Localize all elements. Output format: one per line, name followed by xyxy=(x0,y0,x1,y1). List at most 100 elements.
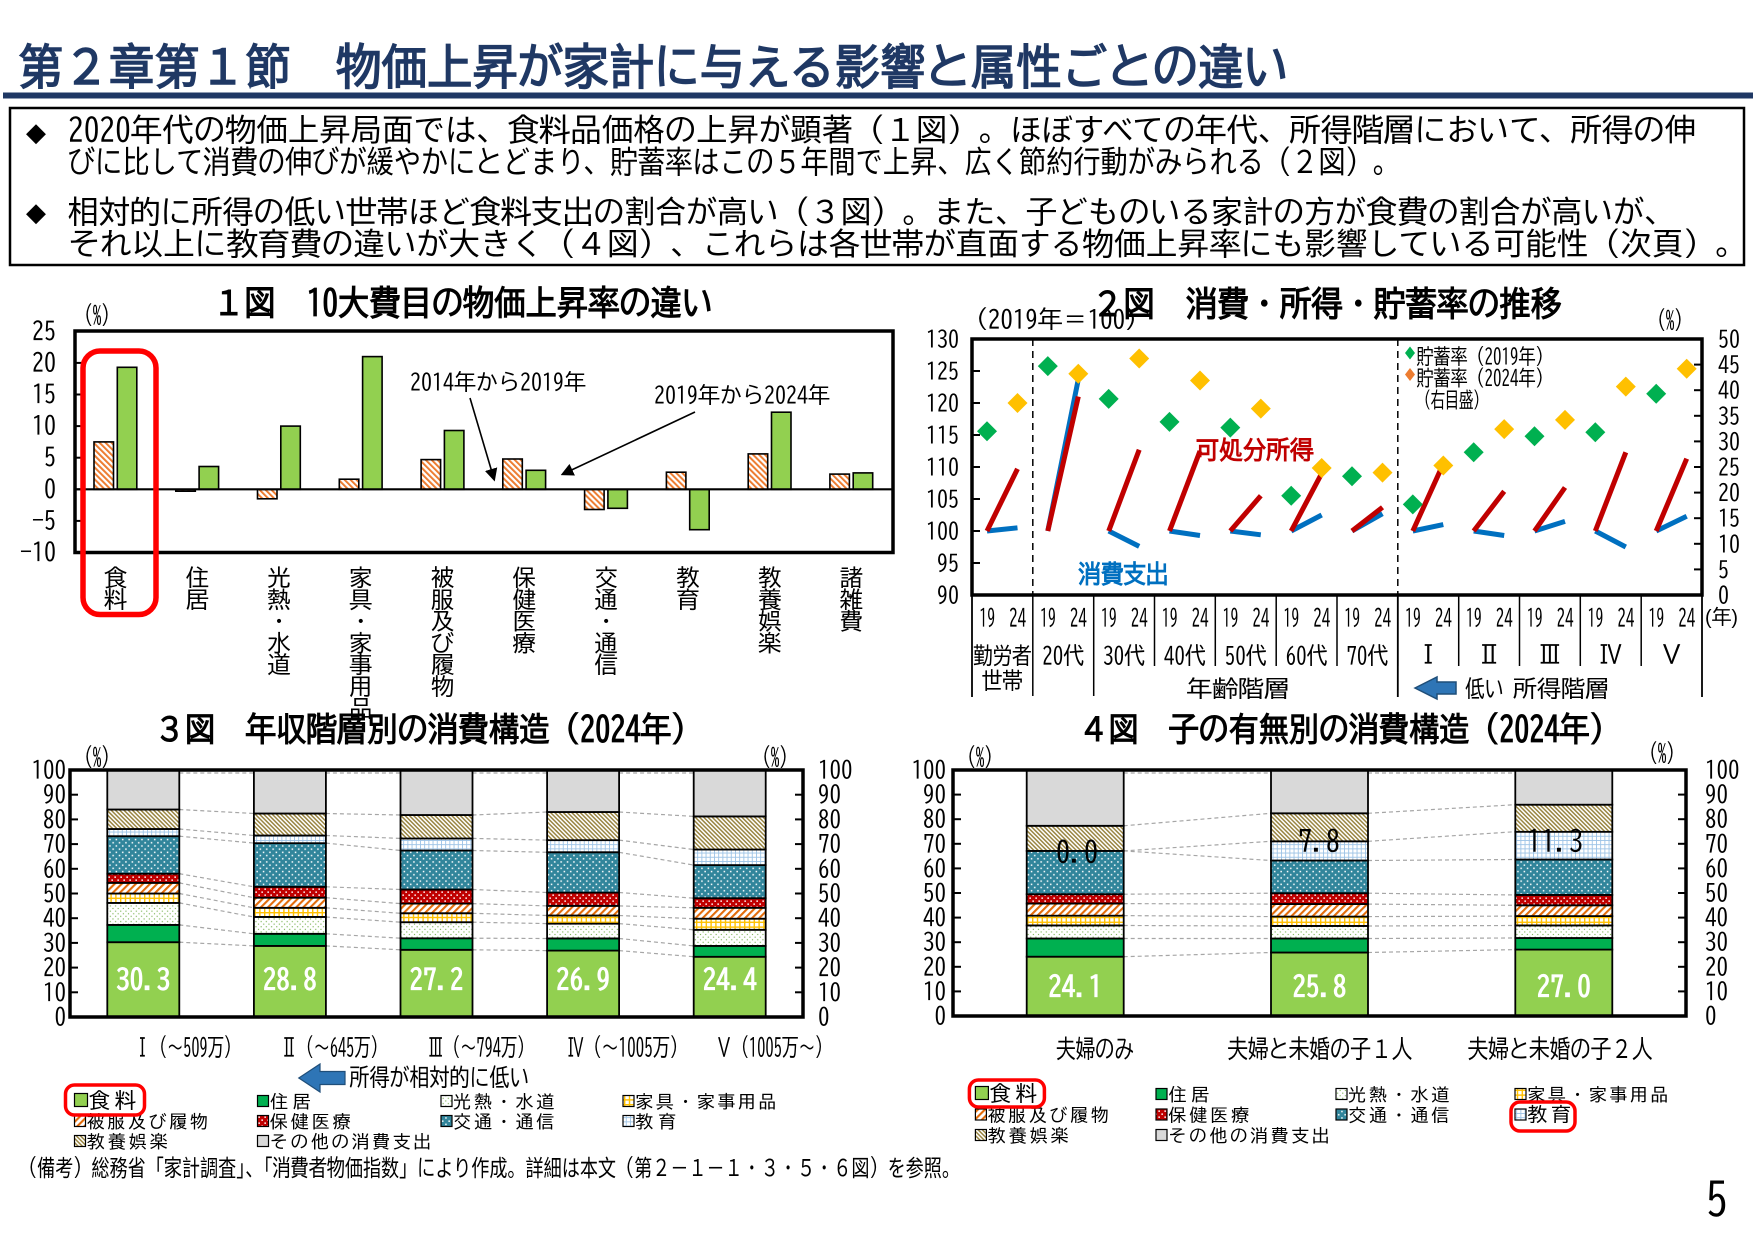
svg-text:光: 光 xyxy=(268,566,291,589)
svg-text:第２章第１節 物価上昇が家計に与える影響と属性ごとの違い: 第２章第１節 物価上昇が家計に与える影響と属性ごとの違い xyxy=(18,41,1289,90)
svg-text:115: 115 xyxy=(926,424,959,446)
svg-text:家具・家事用品: 家具・家事用品 xyxy=(636,1093,777,1111)
svg-text:(年): (年) xyxy=(1705,606,1738,628)
svg-text:養: 養 xyxy=(758,588,781,611)
svg-text:5: 5 xyxy=(1706,1177,1728,1221)
svg-text:15: 15 xyxy=(32,382,56,406)
svg-text:90: 90 xyxy=(818,783,841,806)
svg-text:100: 100 xyxy=(926,520,959,542)
svg-text:Ⅴ（1005万～）: Ⅴ（1005万～） xyxy=(716,1035,832,1059)
svg-text:50: 50 xyxy=(923,881,946,904)
svg-text:24.1: 24.1 xyxy=(1048,973,1102,1000)
svg-text:（%）: （%） xyxy=(75,745,119,769)
svg-text:100: 100 xyxy=(1705,758,1740,781)
svg-text:食料: 食料 xyxy=(89,1090,136,1111)
svg-text:教育: 教育 xyxy=(1528,1105,1571,1125)
svg-text:年齢階層: 年齢階層 xyxy=(1187,677,1290,700)
svg-text:信: 信 xyxy=(594,653,618,676)
svg-text:教: 教 xyxy=(676,566,699,589)
svg-text:0.0: 0.0 xyxy=(1056,838,1098,866)
svg-text:教養娯楽: 教養娯楽 xyxy=(988,1126,1069,1145)
svg-text:70: 70 xyxy=(43,832,66,855)
svg-text:夫婦のみ: 夫婦のみ xyxy=(1056,1036,1134,1062)
svg-text:熱: 熱 xyxy=(268,588,291,611)
svg-text:居: 居 xyxy=(186,588,209,611)
svg-text:50: 50 xyxy=(1718,328,1740,350)
svg-text:10: 10 xyxy=(32,413,56,437)
svg-text:教育: 教育 xyxy=(636,1113,676,1131)
svg-text:19: 19 xyxy=(1466,606,1482,629)
svg-text:交: 交 xyxy=(595,565,618,589)
svg-text:24: 24 xyxy=(1131,606,1148,629)
svg-text:20代: 20代 xyxy=(1042,644,1084,667)
svg-text:2020年代の物価上昇局面では、食料品価格の上昇が顕著（１図: 2020年代の物価上昇局面では、食料品価格の上昇が顕著（１図）。ほぼすべての年代… xyxy=(68,114,1696,145)
svg-text:物: 物 xyxy=(431,675,454,698)
svg-text:相対的に所得の低い世帯ほど食料支出の割合が高い（３図）。また: 相対的に所得の低い世帯ほど食料支出の割合が高い（３図）。また、子どものいる家計の… xyxy=(68,196,1675,227)
svg-text:10: 10 xyxy=(43,980,66,1003)
svg-text:19: 19 xyxy=(1162,606,1178,629)
svg-text:及: 及 xyxy=(431,610,454,633)
svg-text:交通・通信: 交通・通信 xyxy=(1349,1107,1450,1125)
svg-text:（%）: （%） xyxy=(1648,308,1692,332)
svg-text:被服及び履物: 被服及び履物 xyxy=(988,1107,1109,1125)
svg-text:19: 19 xyxy=(1527,606,1543,629)
svg-text:60: 60 xyxy=(1705,856,1728,879)
svg-text:10: 10 xyxy=(1705,979,1728,1002)
svg-text:30: 30 xyxy=(1705,930,1728,953)
svg-text:19: 19 xyxy=(1588,606,1604,629)
svg-text:0: 0 xyxy=(44,476,56,500)
svg-text:7.8: 7.8 xyxy=(1298,827,1340,855)
svg-text:−5: −5 xyxy=(32,508,56,532)
svg-text:びに比して消費の伸びが緩やかにとどまり、貯蓄率はこの５年間で: びに比して消費の伸びが緩やかにとどまり、貯蓄率はこの５年間で上昇、広く節約行動が… xyxy=(68,146,1400,177)
svg-text:11.3: 11.3 xyxy=(1527,827,1583,855)
svg-text:20: 20 xyxy=(923,955,946,978)
svg-text:２図 消費・所得・貯蓄率の推移: ２図 消費・所得・貯蓄率の推移 xyxy=(1092,286,1562,321)
svg-text:60: 60 xyxy=(818,857,841,880)
svg-text:5: 5 xyxy=(1718,558,1729,580)
svg-text:所得が相対的に低い: 所得が相対的に低い xyxy=(350,1065,530,1089)
svg-text:履: 履 xyxy=(431,653,454,676)
svg-text:95: 95 xyxy=(937,552,959,574)
svg-text:交通・通信: 交通・通信 xyxy=(454,1113,555,1131)
svg-text:30: 30 xyxy=(1718,430,1740,452)
svg-text:19: 19 xyxy=(1040,606,1056,629)
svg-text:Ⅰ: Ⅰ xyxy=(1416,642,1440,666)
svg-text:105: 105 xyxy=(926,488,959,510)
svg-text:120: 120 xyxy=(926,392,959,414)
svg-text:教: 教 xyxy=(758,566,781,589)
svg-text:（%）: （%） xyxy=(753,745,797,769)
svg-text:夫婦と未婚の子１人: 夫婦と未婚の子１人 xyxy=(1227,1036,1412,1062)
svg-text:24: 24 xyxy=(1009,606,1026,629)
svg-text:10: 10 xyxy=(1718,533,1740,555)
svg-text:24: 24 xyxy=(1678,606,1695,629)
svg-text:24: 24 xyxy=(1496,606,1513,629)
svg-text:60代: 60代 xyxy=(1286,644,1328,667)
svg-text:25: 25 xyxy=(1718,456,1740,478)
svg-text:勤労者: 勤労者 xyxy=(973,644,1031,667)
svg-text:70: 70 xyxy=(818,832,841,855)
svg-text:事: 事 xyxy=(349,653,372,676)
svg-text:保健医療: 保健医療 xyxy=(1169,1107,1250,1125)
svg-text:5: 5 xyxy=(44,445,56,469)
svg-text:水: 水 xyxy=(268,631,291,654)
svg-text:100: 100 xyxy=(818,758,853,781)
svg-text:24: 24 xyxy=(1252,606,1269,629)
svg-text:19: 19 xyxy=(1344,606,1360,629)
svg-text:−10: −10 xyxy=(20,540,56,564)
svg-text:2019年から2024年: 2019年から2024年 xyxy=(654,383,830,406)
svg-text:Ⅰ（～509万）: Ⅰ（～509万） xyxy=(134,1035,240,1059)
svg-text:130: 130 xyxy=(926,328,959,350)
svg-text:（%）: （%） xyxy=(1640,741,1684,765)
svg-text:20: 20 xyxy=(818,956,841,979)
svg-text:光熱・水道: 光熱・水道 xyxy=(1349,1085,1450,1104)
svg-text:４図 子の有無別の消費構造（2024年）: ４図 子の有無別の消費構造（2024年） xyxy=(1079,711,1620,745)
svg-text:90: 90 xyxy=(43,783,66,806)
svg-text:50: 50 xyxy=(43,882,66,905)
svg-text:住: 住 xyxy=(186,566,209,589)
svg-text:35: 35 xyxy=(1718,405,1740,427)
svg-text:保: 保 xyxy=(513,566,536,589)
svg-text:40代: 40代 xyxy=(1164,644,1206,667)
svg-text:30: 30 xyxy=(43,931,66,954)
svg-text:育: 育 xyxy=(676,588,699,611)
svg-text:Ⅴ: Ⅴ xyxy=(1660,642,1684,666)
